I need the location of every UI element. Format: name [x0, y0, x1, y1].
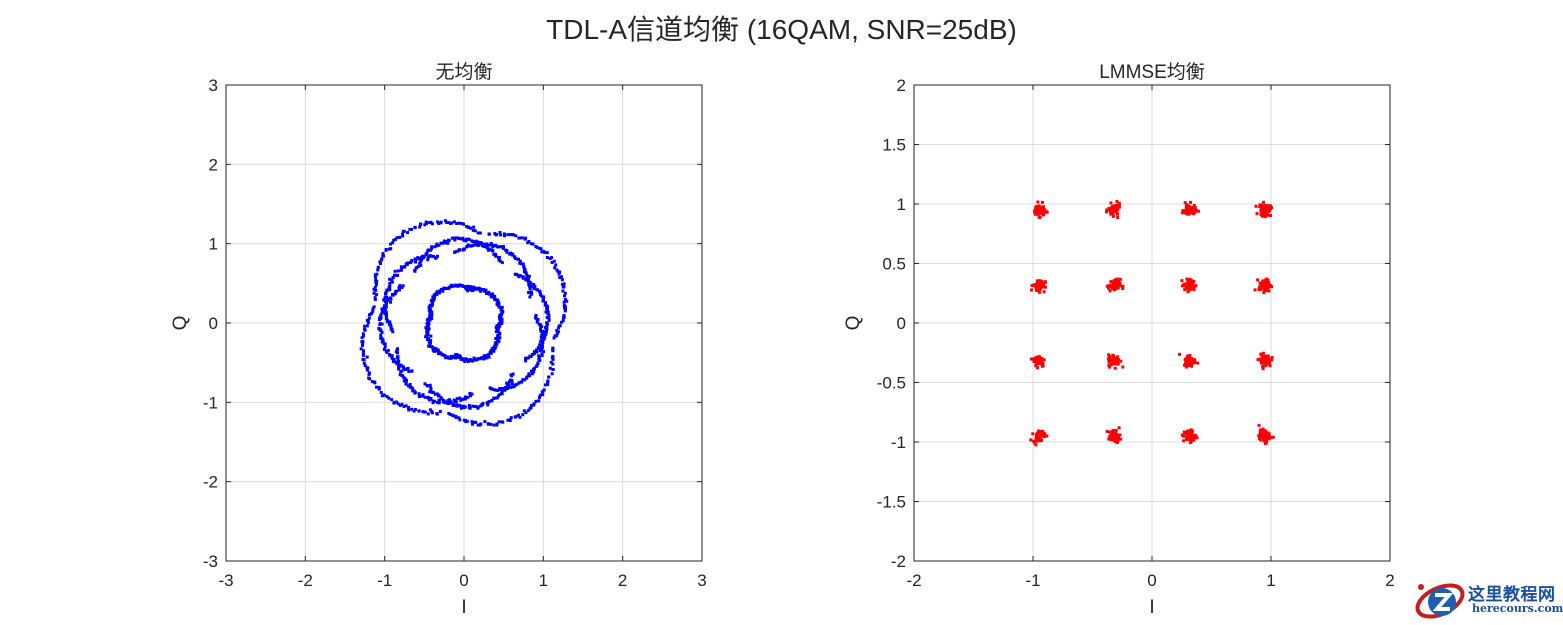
y-tick-label: 3 — [209, 76, 218, 95]
y-tick-label: 2 — [897, 76, 906, 95]
scatter-points-blue — [359, 219, 569, 427]
y-tick-label: 1.5 — [882, 136, 906, 155]
right-axes-lmmse: -2 -1 0 1 2 -2 -1.5 -1 -0.5 0 0.5 1 1.5 2 I Q — [843, 76, 1395, 618]
x-tick-label: 3 — [697, 571, 706, 590]
left-axes-title: 无均衡 — [435, 62, 493, 83]
x-tick-label: 1 — [539, 571, 548, 590]
axes-box — [913, 84, 1391, 562]
left-axes-unequalized: -3 -2 -1 0 1 2 3 -3 -2 -1 0 1 2 3 I Q — [170, 76, 707, 618]
watermark-en-text: herecours.com — [1472, 602, 1563, 615]
x-tick-label: -2 — [298, 571, 313, 590]
y-tick-label: 2 — [209, 155, 218, 174]
y-axis-label: Q — [170, 316, 191, 331]
x-tick-label: -1 — [377, 571, 392, 590]
y-tick-label: -2 — [891, 552, 906, 571]
y-axis-label: Q — [843, 316, 864, 331]
x-axis-label: I — [461, 597, 466, 618]
x-tick-label: 0 — [1147, 571, 1156, 590]
y-tick-label: -2 — [203, 473, 218, 492]
watermark-logo: 这里教程网 herecours.com — [1412, 578, 1563, 624]
z-logo-icon — [1415, 583, 1465, 619]
x-tick-label: 1 — [1266, 571, 1275, 590]
y-tick-label: 1 — [897, 195, 906, 214]
x-tick-label: 2 — [618, 571, 627, 590]
x-axis-label: I — [1149, 597, 1154, 618]
y-tick-label: -1.5 — [877, 493, 906, 512]
y-tick-label: 1 — [209, 235, 218, 254]
x-tick-label: -3 — [218, 571, 233, 590]
x-tick-label: 2 — [1385, 571, 1394, 590]
scatter-points-red — [1029, 199, 1275, 447]
watermark-cn-text: 这里教程网 — [1468, 585, 1556, 605]
axes-box — [225, 84, 703, 562]
x-tick-label: -2 — [906, 571, 921, 590]
y-tick-label: -1 — [203, 393, 218, 412]
x-tick-label: -1 — [1025, 571, 1040, 590]
y-tick-label: -1 — [891, 433, 906, 452]
y-tick-label: -3 — [203, 552, 218, 571]
y-tick-label: 0 — [897, 314, 906, 333]
y-tick-label: 0 — [209, 314, 218, 333]
y-tick-label: -0.5 — [877, 374, 906, 393]
figure-suptitle: TDL-A信道均衡 (16QAM, SNR=25dB) — [546, 14, 1017, 45]
x-tick-label: 0 — [459, 571, 468, 590]
right-axes-title: LMMSE均衡 — [1099, 62, 1205, 83]
y-tick-label: 0.5 — [882, 255, 906, 274]
